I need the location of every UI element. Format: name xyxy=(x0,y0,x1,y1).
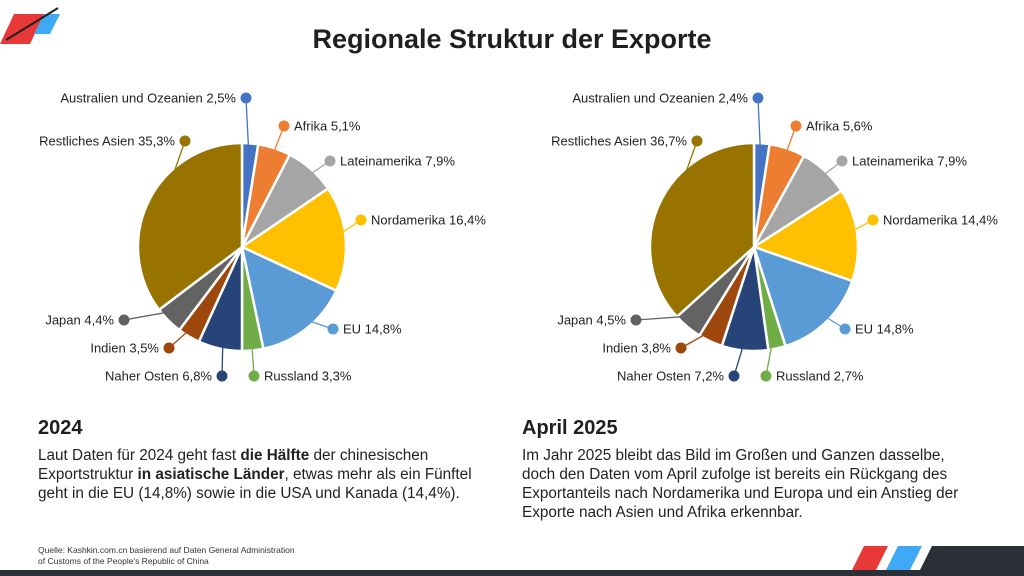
section-text-2024: Laut Daten für 2024 geht fast die Hälfte… xyxy=(38,446,488,503)
data-label-russland: Russland 2,7% xyxy=(776,369,864,384)
leader-line-australien-und-ozeanien xyxy=(757,97,762,158)
label-marker-russland xyxy=(760,370,772,382)
data-label-indien: Indien 3,5% xyxy=(90,341,159,356)
data-label-naher-osten: Naher Osten 7,2% xyxy=(617,369,724,384)
leader-line-naher-osten xyxy=(733,335,747,377)
leader-line-lateinamerika xyxy=(814,160,843,183)
label-marker-japan xyxy=(630,314,642,326)
label-marker-nordamerika xyxy=(867,214,879,226)
leader-line-nordamerika xyxy=(330,219,362,241)
data-label-indien: Indien 3,8% xyxy=(602,341,671,356)
pie-chart-april-2025: Australien und Ozeanien 2,4% Afrika 5,6% L… xyxy=(551,91,998,384)
leader-line-eu xyxy=(816,310,846,330)
corner-decoration xyxy=(852,546,1024,570)
data-label-japan: Japan 4,4% xyxy=(45,313,114,328)
leader-line-indien xyxy=(680,327,717,349)
label-marker-eu xyxy=(327,323,339,335)
leader-line-nordamerika xyxy=(842,219,874,237)
pie-slice-nordamerika xyxy=(751,188,860,283)
data-label-eu: EU 14,8% xyxy=(343,322,402,337)
leader-line-eu xyxy=(297,316,334,330)
brand-logo xyxy=(0,7,60,44)
bottom-bar xyxy=(0,570,1024,576)
data-label-eu: EU 14,8% xyxy=(855,322,914,337)
page-title: Regionale Struktur der Exporte xyxy=(312,24,712,54)
pie-slice-nordamerika xyxy=(239,186,348,293)
label-marker-lateinamerika xyxy=(324,155,336,167)
label-marker-naher-osten xyxy=(728,370,740,382)
body-text: Laut Daten für 2024 geht fast xyxy=(38,447,241,464)
leader-line-lateinamerika xyxy=(301,160,331,181)
data-label-nordamerika: Nordamerika 14,4% xyxy=(883,213,998,228)
data-label-restliches-asien: Restliches Asien 35,3% xyxy=(39,134,175,149)
section-text-2025: Im Jahr 2025 bleibt das Bild im Großen u… xyxy=(522,447,959,521)
leader-line-russland xyxy=(765,334,775,377)
leader-line-restliches-asien xyxy=(161,140,186,208)
data-label-lateinamerika: Lateinamerika 7,9% xyxy=(340,154,455,169)
label-marker-eu xyxy=(839,323,851,335)
label-marker-indien xyxy=(675,342,687,354)
leader-line-russland xyxy=(250,335,255,377)
data-label-naher-osten: Naher Osten 6,8% xyxy=(105,369,212,384)
leader-line-japan xyxy=(123,309,179,321)
data-label-restliches-asien: Restliches Asien 36,7% xyxy=(551,134,687,149)
data-label-afrika: Afrika 5,6% xyxy=(806,119,873,134)
source-line-2: of Customs of the People's Republic of C… xyxy=(38,555,209,566)
pie-slice-restliches-asien xyxy=(136,141,244,312)
emphasis-text: die Hälfte xyxy=(240,447,310,464)
leader-line-naher-osten xyxy=(221,334,224,377)
emphasis-text: in asiatische Länder xyxy=(137,466,285,483)
label-marker-australien-und-ozeanien xyxy=(240,92,252,104)
data-label-australien-und-ozeanien: Australien und Ozeanien 2,4% xyxy=(572,91,748,106)
label-marker-russland xyxy=(248,370,260,382)
body-text: , etwas mehr als ein Fünftel geht in die… xyxy=(38,466,472,502)
leader-line-australien-und-ozeanien xyxy=(245,97,250,158)
data-label-russland: Russland 3,3% xyxy=(264,369,352,384)
label-marker-afrika xyxy=(790,120,802,132)
label-marker-australien-und-ozeanien xyxy=(752,92,764,104)
data-label-afrika: Afrika 5,1% xyxy=(294,119,361,134)
body-text: der chinesischen Exportstruktur xyxy=(38,447,429,483)
leader-line-japan xyxy=(635,315,697,321)
label-marker-nordamerika xyxy=(355,214,367,226)
pie-slice-eu xyxy=(240,244,339,351)
data-label-lateinamerika: Lateinamerika 7,9% xyxy=(852,154,967,169)
section-heading-2025: April 2025 xyxy=(522,417,618,439)
leader-line-restliches-asien xyxy=(671,140,698,211)
label-marker-naher-osten xyxy=(216,370,228,382)
label-marker-lateinamerika xyxy=(836,155,848,167)
label-marker-indien xyxy=(163,342,175,354)
section-heading-2024: 2024 xyxy=(38,417,83,439)
pie-chart-2024: Australien und Ozeanien 2,5% Afrika 5,1% L… xyxy=(39,91,486,384)
leader-line-indien xyxy=(168,323,197,349)
source-line-1: Quelle: Kashkin.com.cn basierend auf Dat… xyxy=(38,545,295,555)
leader-line-afrika xyxy=(269,125,285,163)
data-label-australien-und-ozeanien: Australien und Ozeanien 2,5% xyxy=(60,91,236,106)
label-marker-restliches-asien xyxy=(691,135,703,147)
label-marker-restliches-asien xyxy=(179,135,191,147)
label-marker-japan xyxy=(118,314,130,326)
source-note: Quelle: Kashkin.com.cn basierend auf Dat… xyxy=(38,545,338,566)
data-label-japan: Japan 4,5% xyxy=(557,313,626,328)
leader-line-afrika xyxy=(782,125,797,163)
data-label-nordamerika: Nordamerika 16,4% xyxy=(371,213,486,228)
pie-slice-restliches-asien xyxy=(648,141,756,319)
label-marker-afrika xyxy=(278,120,290,132)
